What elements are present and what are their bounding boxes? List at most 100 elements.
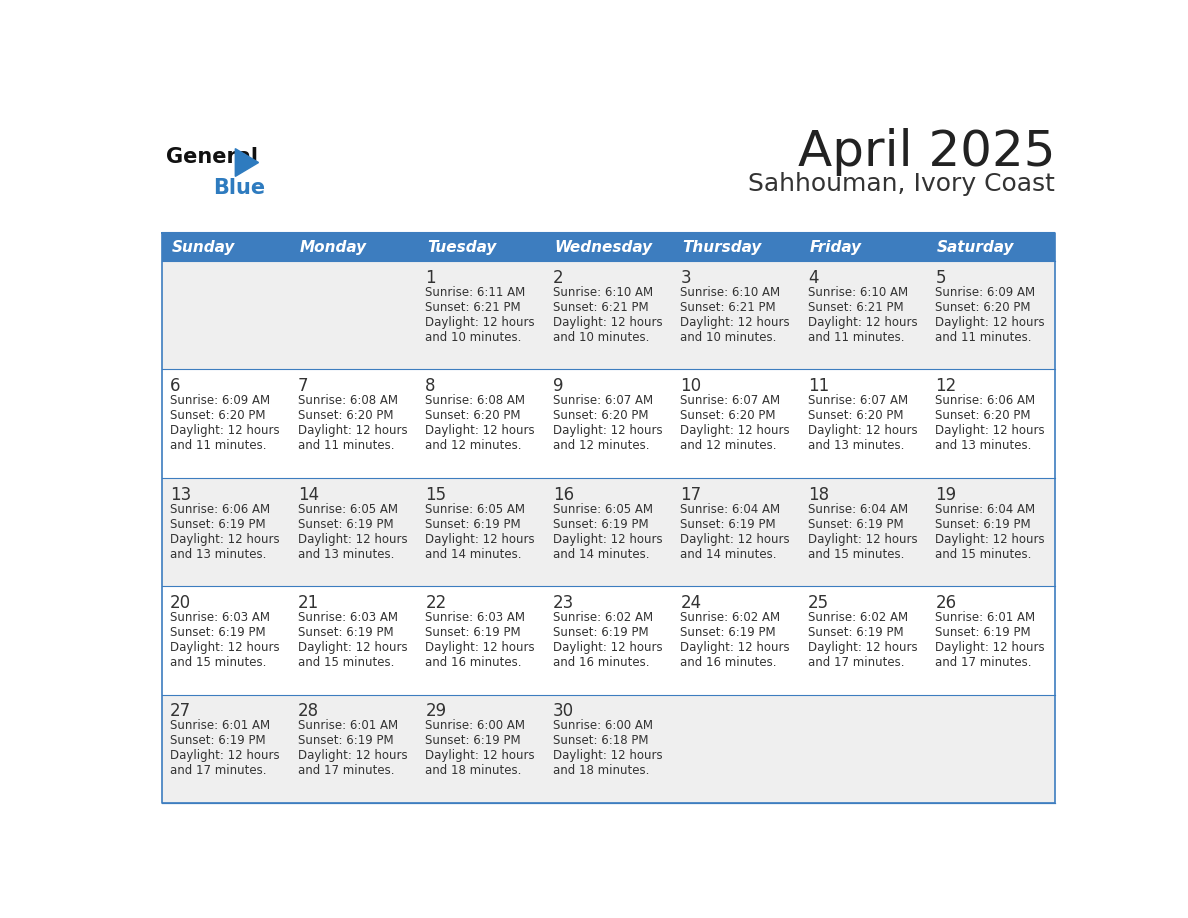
Text: Daylight: 12 hours: Daylight: 12 hours <box>808 316 917 329</box>
Text: Sunset: 6:21 PM: Sunset: 6:21 PM <box>681 301 776 314</box>
Text: and 15 minutes.: and 15 minutes. <box>808 548 904 561</box>
Text: Daylight: 12 hours: Daylight: 12 hours <box>298 424 407 437</box>
Text: Daylight: 12 hours: Daylight: 12 hours <box>425 424 535 437</box>
Text: 12: 12 <box>935 377 956 395</box>
Text: Sunset: 6:19 PM: Sunset: 6:19 PM <box>681 626 776 639</box>
Text: 26: 26 <box>935 594 956 612</box>
Text: Sunset: 6:19 PM: Sunset: 6:19 PM <box>681 518 776 531</box>
Text: and 10 minutes.: and 10 minutes. <box>425 330 522 343</box>
Text: Daylight: 12 hours: Daylight: 12 hours <box>425 641 535 654</box>
Text: Sunset: 6:19 PM: Sunset: 6:19 PM <box>935 518 1031 531</box>
Text: and 18 minutes.: and 18 minutes. <box>552 765 649 778</box>
Text: 3: 3 <box>681 269 691 286</box>
Text: Sunrise: 6:05 AM: Sunrise: 6:05 AM <box>425 502 525 516</box>
Text: Sunrise: 6:08 AM: Sunrise: 6:08 AM <box>298 394 398 408</box>
Text: Daylight: 12 hours: Daylight: 12 hours <box>935 641 1045 654</box>
Text: and 15 minutes.: and 15 minutes. <box>935 548 1032 561</box>
Text: Sunrise: 6:06 AM: Sunrise: 6:06 AM <box>935 394 1036 408</box>
Text: 17: 17 <box>681 486 701 504</box>
Text: 2: 2 <box>552 269 563 286</box>
Text: 19: 19 <box>935 486 956 504</box>
Bar <box>163 587 1055 695</box>
Text: Friday: Friday <box>809 240 861 254</box>
Text: 25: 25 <box>808 594 829 612</box>
Text: Sunday: Sunday <box>172 240 235 254</box>
Text: and 14 minutes.: and 14 minutes. <box>681 548 777 561</box>
Text: Blue: Blue <box>213 178 265 198</box>
Text: Wednesday: Wednesday <box>555 240 652 254</box>
Text: Sunrise: 6:05 AM: Sunrise: 6:05 AM <box>552 502 653 516</box>
Text: Sunset: 6:19 PM: Sunset: 6:19 PM <box>552 518 649 531</box>
Text: Sunrise: 6:07 AM: Sunrise: 6:07 AM <box>552 394 653 408</box>
Text: Daylight: 12 hours: Daylight: 12 hours <box>298 749 407 763</box>
Text: 10: 10 <box>681 377 701 395</box>
Text: Daylight: 12 hours: Daylight: 12 hours <box>298 641 407 654</box>
Text: Daylight: 12 hours: Daylight: 12 hours <box>681 316 790 329</box>
Text: Sunset: 6:20 PM: Sunset: 6:20 PM <box>681 409 776 422</box>
Text: 21: 21 <box>298 594 320 612</box>
Text: Sunset: 6:19 PM: Sunset: 6:19 PM <box>935 626 1031 639</box>
Text: Sunset: 6:19 PM: Sunset: 6:19 PM <box>170 734 266 747</box>
Text: Sunset: 6:21 PM: Sunset: 6:21 PM <box>552 301 649 314</box>
Text: Sunrise: 6:01 AM: Sunrise: 6:01 AM <box>298 720 398 733</box>
Text: and 17 minutes.: and 17 minutes. <box>170 765 266 778</box>
Text: Sunrise: 6:08 AM: Sunrise: 6:08 AM <box>425 394 525 408</box>
Text: and 18 minutes.: and 18 minutes. <box>425 765 522 778</box>
Text: Sunset: 6:19 PM: Sunset: 6:19 PM <box>170 626 266 639</box>
Text: Sunrise: 6:09 AM: Sunrise: 6:09 AM <box>170 394 271 408</box>
Text: Daylight: 12 hours: Daylight: 12 hours <box>681 424 790 437</box>
Text: Daylight: 12 hours: Daylight: 12 hours <box>552 316 663 329</box>
Text: 27: 27 <box>170 702 191 721</box>
Text: and 16 minutes.: and 16 minutes. <box>552 656 650 669</box>
Text: and 14 minutes.: and 14 minutes. <box>552 548 650 561</box>
Text: Saturday: Saturday <box>937 240 1015 254</box>
Bar <box>163 233 1055 261</box>
Text: 14: 14 <box>298 486 318 504</box>
Text: 13: 13 <box>170 486 191 504</box>
Text: Daylight: 12 hours: Daylight: 12 hours <box>425 316 535 329</box>
Text: and 13 minutes.: and 13 minutes. <box>298 548 394 561</box>
Text: 11: 11 <box>808 377 829 395</box>
Text: Sunrise: 6:03 AM: Sunrise: 6:03 AM <box>170 611 270 624</box>
Text: Sunset: 6:19 PM: Sunset: 6:19 PM <box>425 626 520 639</box>
Text: and 11 minutes.: and 11 minutes. <box>170 439 266 453</box>
Text: Sunset: 6:19 PM: Sunset: 6:19 PM <box>808 626 904 639</box>
Text: 18: 18 <box>808 486 829 504</box>
Text: and 11 minutes.: and 11 minutes. <box>298 439 394 453</box>
Text: 5: 5 <box>935 269 946 286</box>
Text: Sunrise: 6:10 AM: Sunrise: 6:10 AM <box>808 285 908 298</box>
Text: and 15 minutes.: and 15 minutes. <box>298 656 394 669</box>
Text: 1: 1 <box>425 269 436 286</box>
Text: and 17 minutes.: and 17 minutes. <box>298 765 394 778</box>
Text: Sunset: 6:20 PM: Sunset: 6:20 PM <box>935 409 1031 422</box>
Text: and 12 minutes.: and 12 minutes. <box>425 439 522 453</box>
Text: 30: 30 <box>552 702 574 721</box>
Text: Sunset: 6:20 PM: Sunset: 6:20 PM <box>935 301 1031 314</box>
Text: Sunset: 6:19 PM: Sunset: 6:19 PM <box>552 626 649 639</box>
Text: Daylight: 12 hours: Daylight: 12 hours <box>808 641 917 654</box>
Text: and 14 minutes.: and 14 minutes. <box>425 548 522 561</box>
Text: 7: 7 <box>298 377 308 395</box>
Text: and 11 minutes.: and 11 minutes. <box>935 330 1032 343</box>
Text: and 13 minutes.: and 13 minutes. <box>808 439 904 453</box>
Text: and 12 minutes.: and 12 minutes. <box>552 439 650 453</box>
Bar <box>163 370 1055 478</box>
Text: 28: 28 <box>298 702 318 721</box>
Bar <box>163 261 1055 370</box>
Text: Sunset: 6:19 PM: Sunset: 6:19 PM <box>298 518 393 531</box>
Text: Sunrise: 6:04 AM: Sunrise: 6:04 AM <box>935 502 1036 516</box>
Text: Sunrise: 6:10 AM: Sunrise: 6:10 AM <box>681 285 781 298</box>
Text: and 12 minutes.: and 12 minutes. <box>681 439 777 453</box>
Text: 4: 4 <box>808 269 819 286</box>
Text: 22: 22 <box>425 594 447 612</box>
Text: 9: 9 <box>552 377 563 395</box>
Text: 24: 24 <box>681 594 701 612</box>
Text: 23: 23 <box>552 594 574 612</box>
Text: Sunrise: 6:10 AM: Sunrise: 6:10 AM <box>552 285 653 298</box>
Text: Sunrise: 6:02 AM: Sunrise: 6:02 AM <box>552 611 653 624</box>
Text: Sunrise: 6:00 AM: Sunrise: 6:00 AM <box>552 720 653 733</box>
Text: and 13 minutes.: and 13 minutes. <box>935 439 1032 453</box>
Text: General: General <box>166 147 258 167</box>
Text: Sunset: 6:19 PM: Sunset: 6:19 PM <box>298 626 393 639</box>
Text: Daylight: 12 hours: Daylight: 12 hours <box>170 424 280 437</box>
